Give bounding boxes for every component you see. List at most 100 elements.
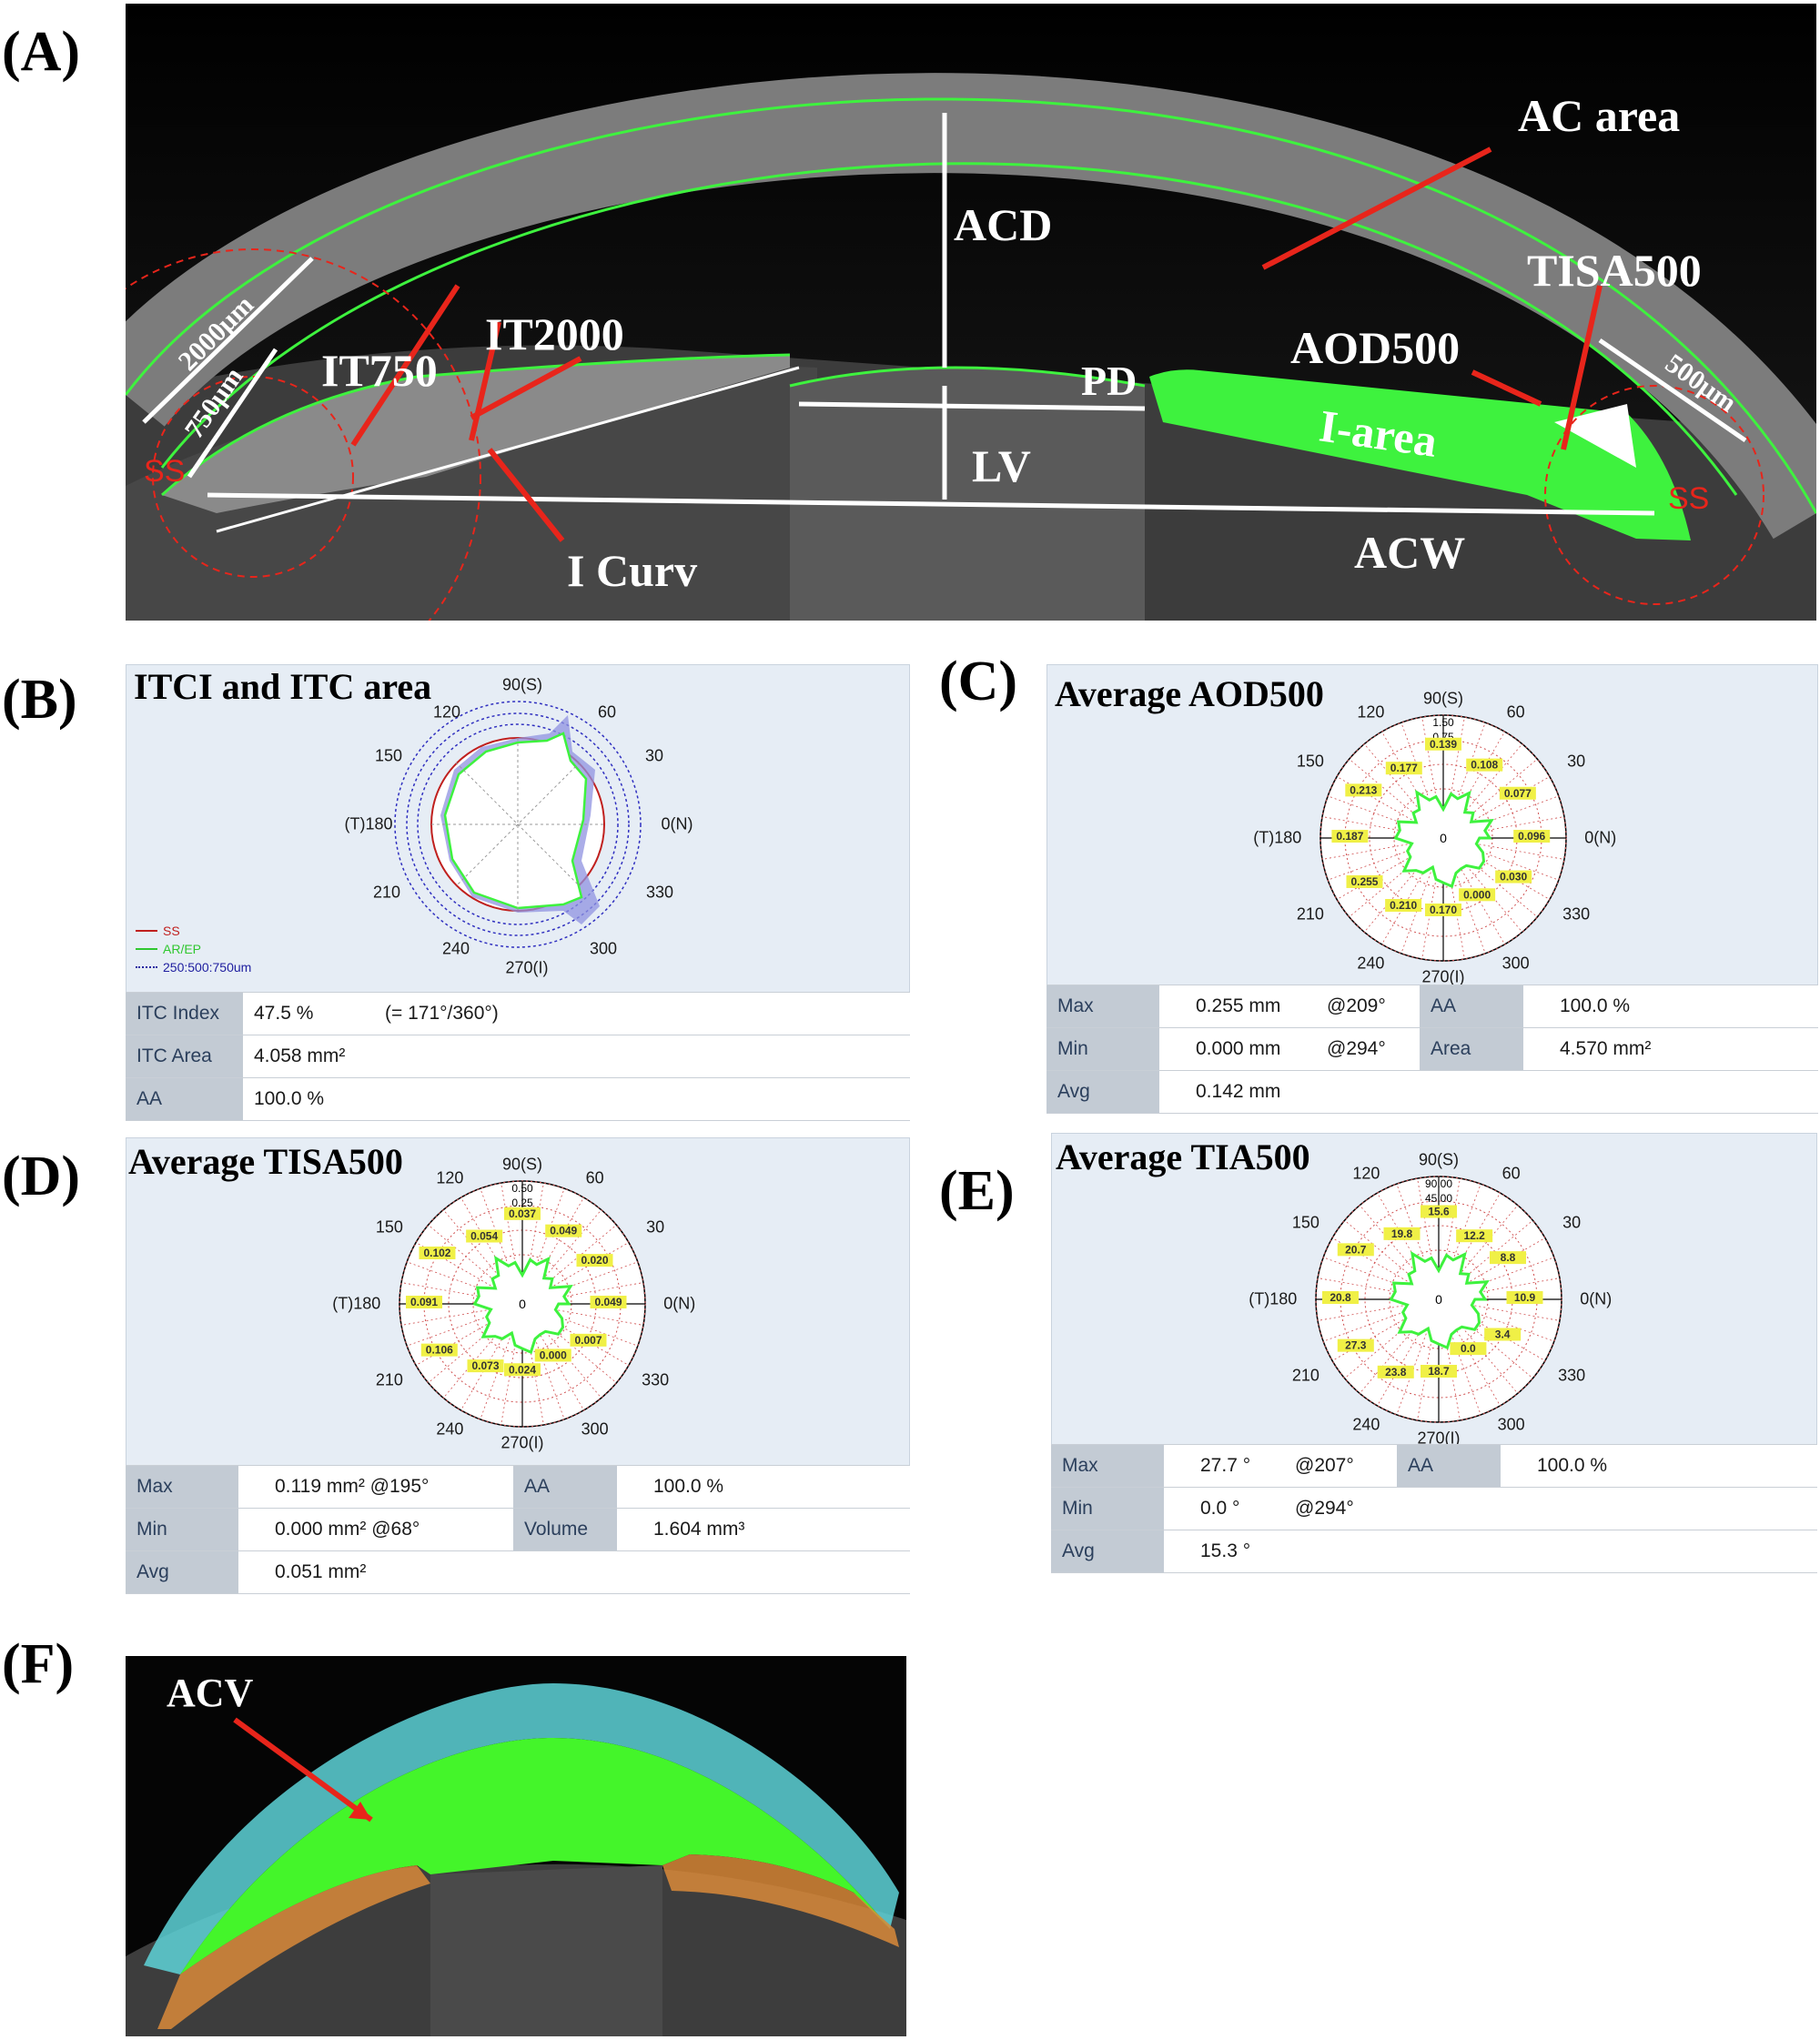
value-label: 0.007 [574,1334,602,1347]
angle-label: 30 [1562,1213,1582,1232]
row-key: Min [1046,1027,1159,1071]
value-label: 0.0 [1461,1342,1476,1355]
label-ss-right: SS [1668,481,1709,516]
label-acd: ACD [954,199,1052,250]
value-label: 0.054 [470,1230,498,1243]
angle-label: 210 [1296,904,1324,924]
row-angle: @209° [1316,985,1420,1028]
value-label: 12.2 [1463,1229,1485,1242]
panel-label-b: (B) [2,669,77,731]
row-angle: @294° [1316,1027,1420,1071]
legend-ss: SS [163,924,180,938]
angle-label: 60 [1506,702,1525,722]
label-tisa500: TISA500 [1527,245,1702,296]
label-acw: ACW [1354,527,1465,578]
angle-label: 60 [1502,1164,1521,1183]
contour-line [1393,789,1494,889]
oct-image-f: ACV [126,1656,906,2036]
angle-label: 240 [436,1419,464,1439]
label-ss-left: SS [144,454,185,489]
row-angle: @294° [1284,1487,1397,1530]
label-pd: PD [1081,358,1137,404]
angle-label: 90(S) [1418,1150,1460,1169]
value-label: 0.020 [581,1254,608,1267]
label-it2000: IT2000 [485,308,624,359]
angle-label: 240 [441,939,470,958]
value-label: 19.8 [1391,1227,1413,1240]
panel-aod: Average AOD500 0 1.50 0.75 0.139 0.108 0.077 0… [1046,664,1818,986]
contour-line [472,1255,573,1355]
row-key: Volume [513,1508,617,1551]
angle-label: 330 [642,1370,670,1389]
legend-ar-ep: AR/EP [163,942,202,956]
angle-label: 120 [432,702,461,722]
panel-label-d: (D) [2,1146,81,1207]
row-value: 0.051 mm² [238,1550,513,1594]
row-value: 47.5 % [243,992,374,1035]
angle-label: 150 [375,1217,403,1237]
angle-label: 150 [1291,1213,1320,1232]
angle-label: 300 [1497,1415,1525,1434]
angle-label: 90(S) [501,1155,543,1174]
angle-label: 150 [1296,752,1324,771]
angle-label: 300 [1502,954,1530,973]
tisa-table: Max 0.119 mm² @195° AA 100.0 % Min 0.000 mm²… [126,1465,910,1594]
value-label: 8.8 [1501,1251,1516,1264]
angle-label: 30 [1567,752,1586,771]
itc-legend: SS AR/EP 250:500:750um [136,922,251,976]
tia-polar-plot: 0 90.00 45.00 15.6 12.2 8.8 10.9 3.4 0.0 18.7 23.8… [1249,1151,1612,1445]
value-label: 0.030 [1500,871,1527,884]
angle-label: 210 [375,1370,403,1389]
row-key: Max [1051,1444,1164,1488]
angle-label: 210 [372,883,401,902]
value-label: 0.049 [594,1296,622,1308]
oct-image-a: ACD AC area TISA500 AOD500 PD I-area LV … [126,4,1816,621]
angle-label: 240 [1352,1415,1380,1434]
value-label: 0.000 [540,1348,567,1361]
legend-rings: 250:500:750um [163,960,252,975]
value-label: 0.000 [1463,888,1491,901]
angle-label: (T)180 [344,814,393,833]
angle-label: 330 [1558,1366,1586,1385]
itc-table: ITC Index 47.5 % (= 171°/360°) ITC Area 4.0… [126,992,910,1121]
panel-title: ITCI and ITC area [134,666,432,707]
row-value: 0.0 ° [1164,1487,1284,1530]
table-row: Min 0.0 ° @294° [1051,1487,1817,1530]
value-label: 0.255 [1350,875,1378,888]
value-label: 27.3 [1345,1339,1367,1352]
value-label: 18.7 [1428,1365,1450,1378]
cornea-anterior-outline [126,97,1816,514]
angle-label: 270(I) [505,958,549,977]
row-value: 27.7 ° [1164,1444,1284,1488]
polar-grid: 01.500.750.1390.1080.0770.0960.0300.0000… [1320,714,1567,962]
label-it750: IT750 [321,345,438,396]
center-label: 0 [1435,1292,1442,1307]
value-label: 0.170 [1430,904,1457,916]
panel-title: Average TIA500 [1056,1136,1310,1177]
row-key: Avg [126,1550,238,1594]
value-label: 0.073 [471,1359,499,1372]
angle-label: 120 [1357,702,1385,722]
row-value: 4.058 mm² [243,1035,374,1078]
center-label: 0 [519,1297,526,1311]
angle-label: 120 [1352,1164,1380,1183]
center-label: 0 [1440,831,1447,845]
value-label: 0.177 [1390,762,1418,774]
value-label: 23.8 [1385,1366,1407,1379]
right-iris-region [662,1854,899,1947]
value-label: 15.6 [1428,1206,1450,1218]
angle-label: 300 [581,1419,609,1439]
acv-arrow [233,1717,373,1823]
cornea-region [144,1683,899,1974]
chamber-region [180,1738,890,1974]
row-value: 0.142 mm [1159,1070,1316,1114]
row-value: 0.119 mm² @195° [238,1465,513,1509]
polar-grid: 0 0.50 0.250.037 0.049 0.020 0.049 0.007 0.000 0… [399,1180,646,1428]
angle-label: 30 [646,1217,665,1237]
aod-polar-plot: 0 1.50 0.75 0.139 0.108 0.077 0.096 0.030 0.000 0… [1253,690,1616,985]
panel-title: Average TISA500 [128,1141,403,1182]
value-label: 20.7 [1345,1243,1367,1256]
row-key: AA [1397,1444,1501,1488]
row-key: Min [1051,1487,1164,1530]
